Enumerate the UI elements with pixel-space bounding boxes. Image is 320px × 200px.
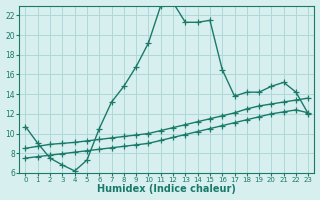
X-axis label: Humidex (Indice chaleur): Humidex (Indice chaleur)	[98, 184, 236, 194]
